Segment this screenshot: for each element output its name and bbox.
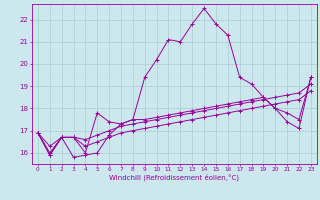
- X-axis label: Windchill (Refroidissement éolien,°C): Windchill (Refroidissement éolien,°C): [109, 174, 239, 181]
